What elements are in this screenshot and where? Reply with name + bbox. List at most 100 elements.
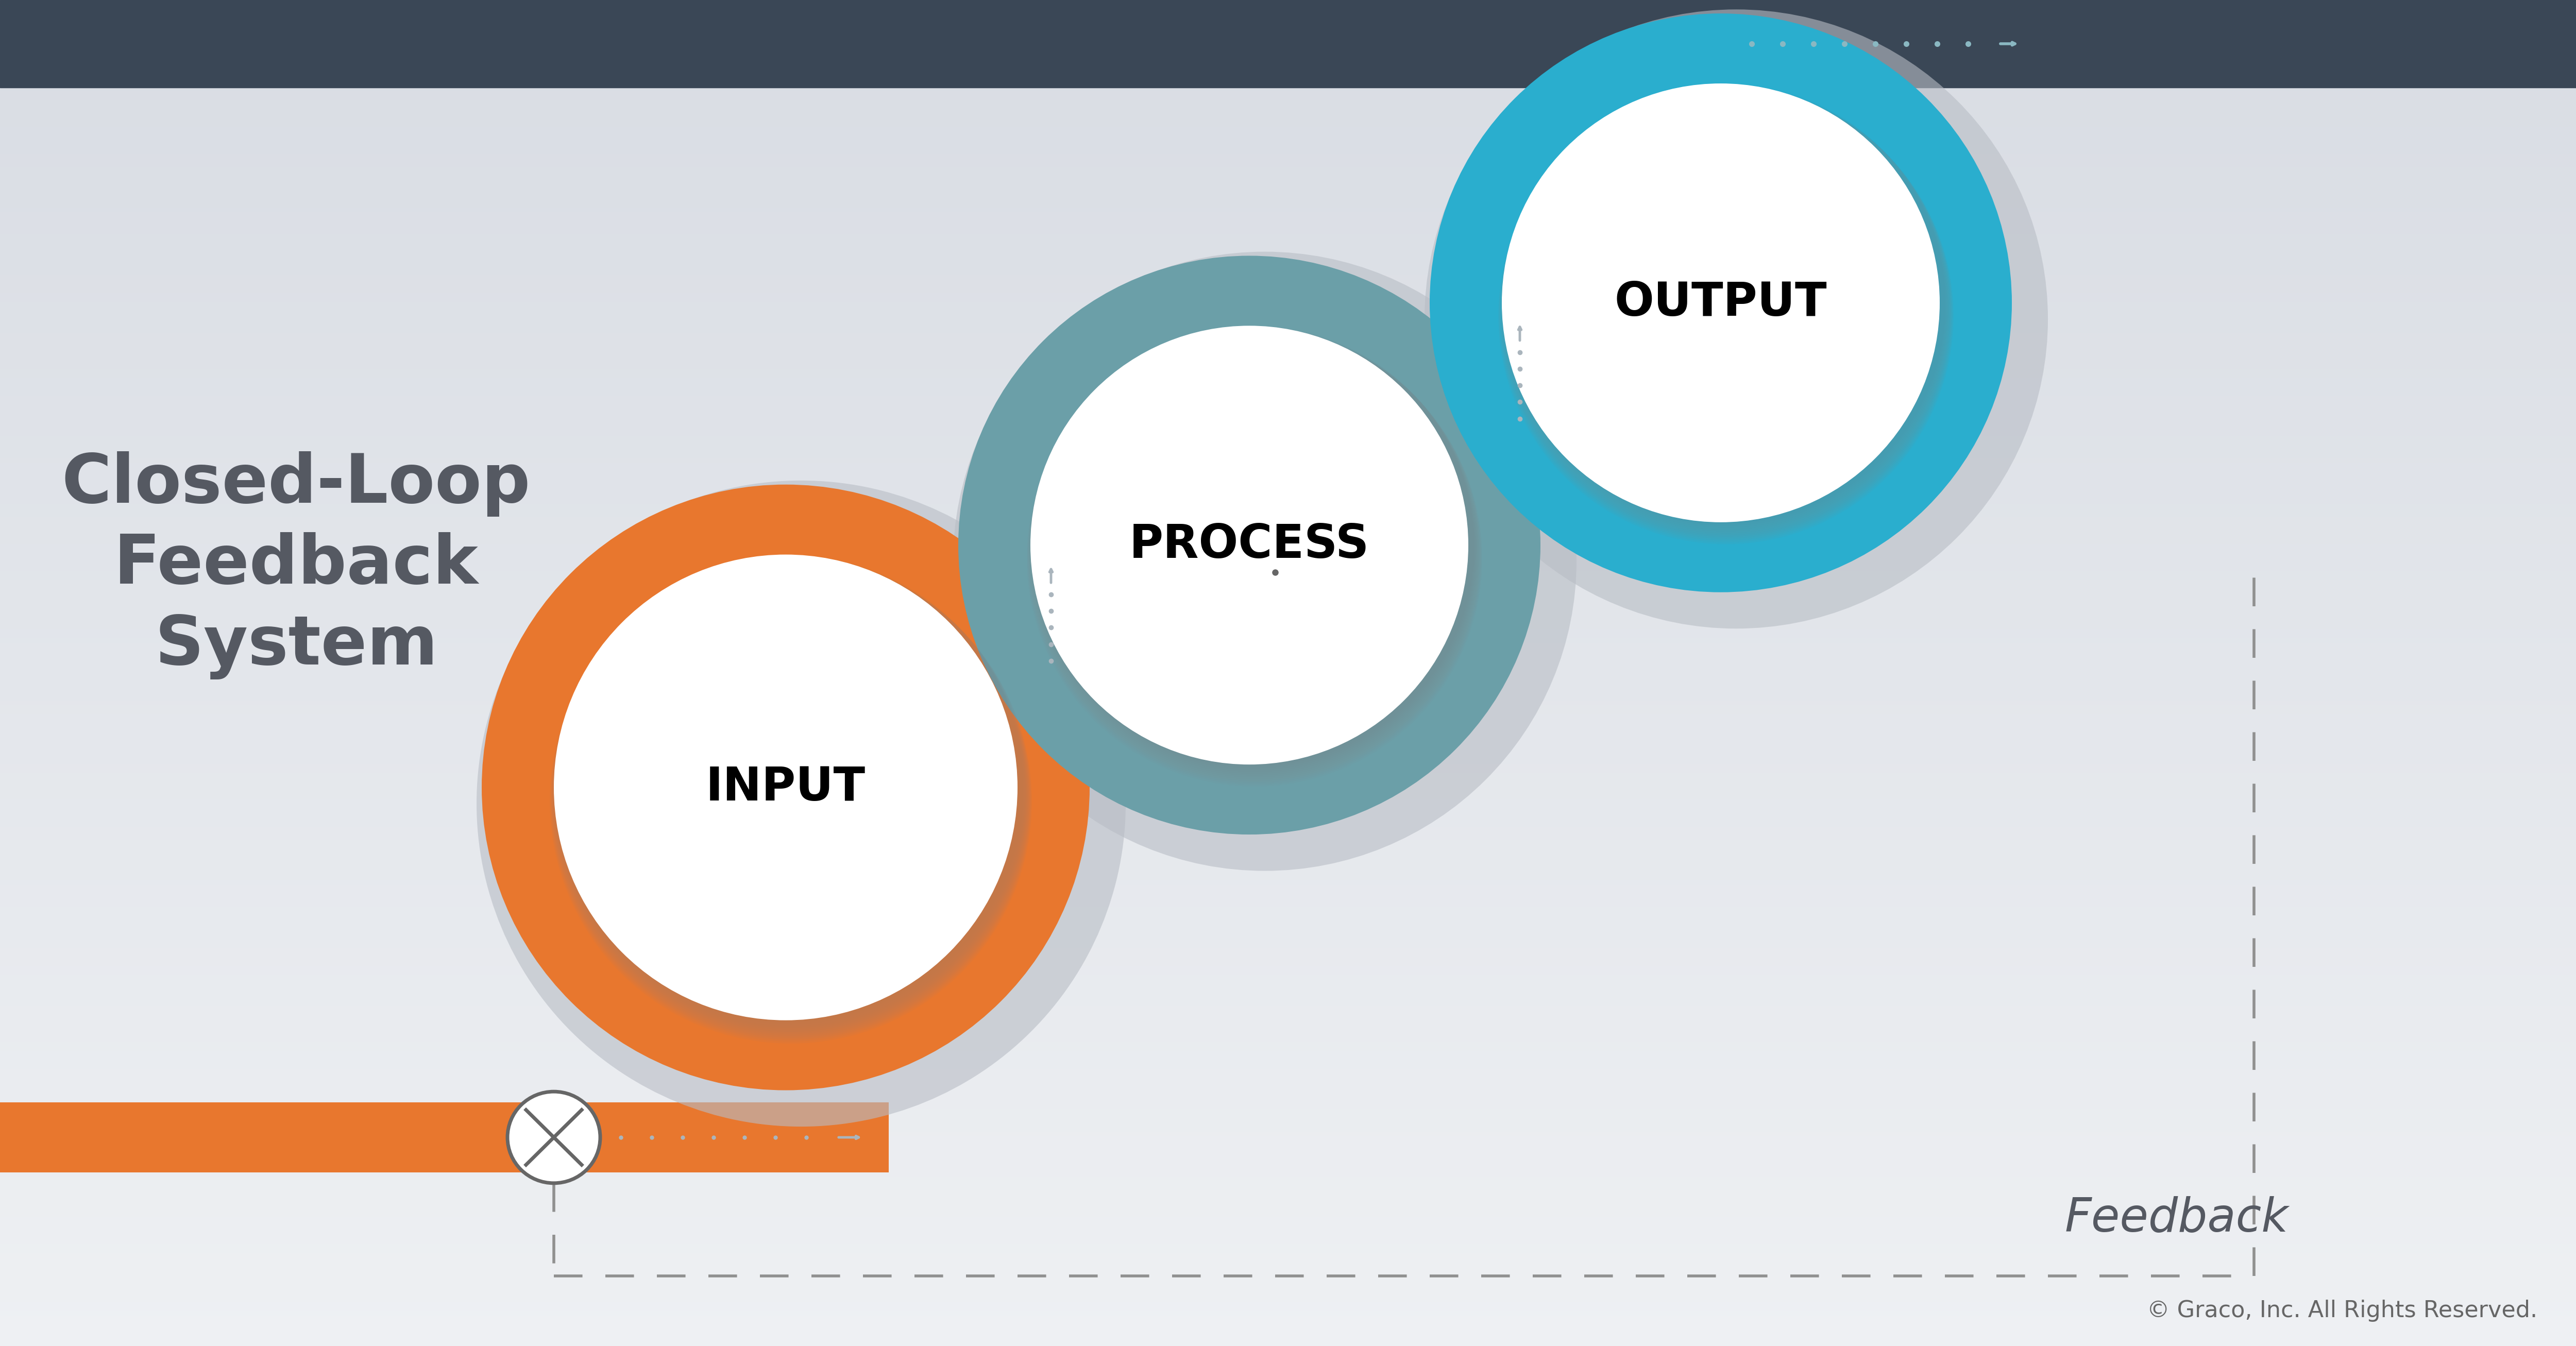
Bar [0, 1184, 2576, 1189]
Bar [0, 1292, 2576, 1296]
Bar [0, 117, 2576, 121]
Ellipse shape [1425, 9, 2048, 629]
Bar [0, 246, 2576, 252]
Bar [0, 664, 2576, 669]
Bar [0, 287, 2576, 292]
Bar [0, 812, 2576, 817]
Bar [0, 198, 2576, 202]
Bar [0, 1054, 2576, 1059]
Bar [0, 713, 2576, 717]
Bar [0, 538, 2576, 542]
Bar [0, 1113, 2576, 1117]
Bar [0, 575, 2576, 579]
Bar [0, 794, 2576, 798]
Bar [0, 1032, 2576, 1036]
Bar [0, 915, 2576, 919]
Bar [0, 202, 2576, 206]
Bar [0, 265, 2576, 269]
Bar [0, 184, 2576, 188]
Bar [0, 1027, 2576, 1032]
Bar [0, 1189, 2576, 1194]
Bar [1530, 316, 1540, 444]
Bar [0, 0, 2576, 4]
Ellipse shape [1499, 87, 1953, 542]
Bar [0, 785, 2576, 790]
Bar [0, 656, 2576, 660]
Bar [0, 408, 2576, 413]
Bar [0, 381, 2576, 386]
Bar [0, 121, 2576, 125]
Bar [0, 81, 2576, 85]
Bar [0, 440, 2576, 444]
Ellipse shape [1028, 330, 1481, 785]
Bar [0, 152, 2576, 157]
Bar [0, 40, 2576, 44]
Ellipse shape [507, 1092, 600, 1183]
Bar [0, 1059, 2576, 1063]
Bar [0, 413, 2576, 417]
Bar [0, 861, 2576, 865]
Bar [0, 973, 2576, 979]
Bar [0, 67, 2576, 71]
Bar [0, 925, 2576, 929]
Bar [0, 817, 2576, 821]
Bar [0, 1302, 2576, 1306]
Bar [0, 565, 2576, 569]
Bar [0, 1333, 2576, 1337]
Bar [0, 744, 2576, 750]
Ellipse shape [482, 485, 1090, 1090]
Bar [0, 835, 2576, 839]
Bar [0, 386, 2576, 390]
Bar [0, 579, 2576, 583]
Bar [0, 929, 2576, 933]
Bar [0, 1121, 2576, 1127]
Bar [0, 660, 2576, 664]
Bar [0, 327, 2576, 332]
Ellipse shape [1430, 13, 2012, 592]
Bar [0, 211, 2576, 215]
Bar [0, 892, 2576, 898]
Bar [0, 825, 2576, 830]
Bar [0, 296, 2576, 300]
Bar [0, 417, 2576, 421]
Bar [0, 1342, 2576, 1346]
Text: Closed-Loop
Feedback
System: Closed-Loop Feedback System [62, 451, 531, 680]
Bar [0, 462, 2576, 467]
Bar [1061, 559, 1072, 686]
Bar [0, 206, 2576, 211]
Bar [0, 188, 2576, 192]
Bar [0, 1108, 2576, 1113]
Bar [0, 1162, 2576, 1167]
Bar [0, 750, 2576, 754]
Bar [0, 1306, 2576, 1310]
Bar [0, 1046, 2576, 1050]
Bar [0, 767, 2576, 771]
Bar [0, 1242, 2576, 1248]
Bar [0, 736, 2576, 740]
Bar [0, 1140, 2576, 1144]
Bar [0, 1094, 2576, 1100]
Bar [0, 336, 2576, 341]
Bar [0, 1225, 2576, 1229]
Bar [0, 1256, 2576, 1261]
Bar [0, 279, 2576, 283]
Bar [0, 758, 2576, 763]
Bar [0, 723, 2576, 727]
Bar [0, 942, 2576, 946]
Bar [0, 50, 2576, 54]
Bar [0, 1261, 2576, 1265]
Bar [0, 902, 2576, 906]
Bar [0, 1265, 2576, 1269]
Bar [0, 884, 2576, 888]
Bar [0, 987, 2576, 992]
Bar [0, 552, 2576, 556]
Bar [0, 467, 2576, 471]
Bar [0, 561, 2576, 565]
Bar [0, 763, 2576, 767]
Ellipse shape [551, 559, 1030, 1042]
Bar [0, 1040, 2576, 1046]
Bar [0, 704, 2576, 709]
Bar [0, 219, 2576, 225]
Ellipse shape [549, 559, 1033, 1043]
Bar [0, 179, 2576, 184]
